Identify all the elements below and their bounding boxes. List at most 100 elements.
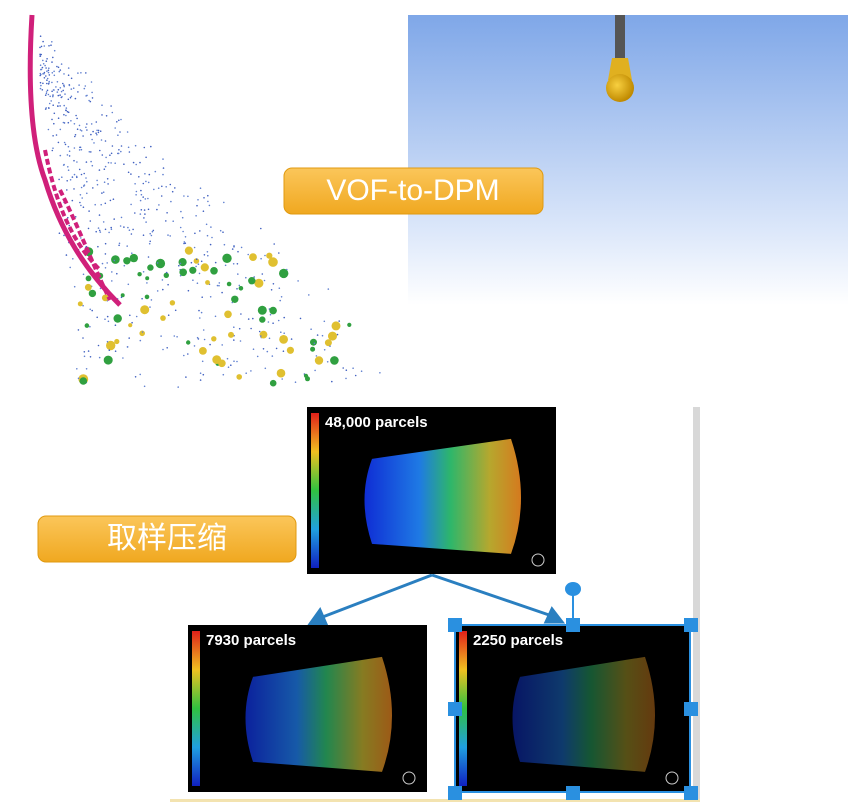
particle — [336, 333, 339, 336]
particle — [252, 317, 254, 320]
particle — [329, 345, 331, 348]
particle — [172, 220, 174, 222]
particle — [48, 80, 50, 83]
particle — [78, 124, 81, 127]
particle — [118, 244, 120, 247]
particle — [53, 70, 55, 73]
particle — [211, 336, 217, 342]
particle — [269, 313, 272, 316]
particle — [70, 120, 72, 122]
particle — [199, 317, 201, 319]
particle — [40, 84, 42, 87]
particle — [183, 241, 186, 243]
particle — [181, 216, 184, 219]
particle — [100, 203, 102, 206]
particle — [92, 187, 94, 189]
particle — [269, 306, 277, 315]
particle — [146, 282, 148, 284]
particle — [74, 216, 77, 218]
particle — [60, 90, 63, 93]
particle — [58, 70, 61, 73]
particle — [160, 195, 163, 197]
particle — [127, 226, 129, 229]
particle — [283, 332, 286, 335]
particle — [57, 66, 60, 69]
particle — [206, 234, 209, 237]
particle — [52, 56, 54, 59]
particle — [160, 315, 166, 321]
particle — [202, 373, 205, 376]
particle — [162, 288, 164, 291]
particle — [103, 181, 106, 183]
particle — [84, 283, 92, 291]
particle — [118, 119, 120, 122]
particle — [224, 310, 232, 319]
particle — [53, 74, 56, 77]
particle — [46, 77, 49, 80]
particle — [48, 74, 51, 76]
arrows — [307, 573, 566, 626]
particle — [73, 285, 76, 288]
spray-fan — [245, 656, 392, 772]
particle — [52, 94, 54, 96]
particle — [130, 173, 132, 175]
particle — [236, 288, 238, 290]
particle — [105, 156, 107, 159]
particle — [119, 131, 121, 133]
particle — [250, 370, 252, 372]
particle — [264, 367, 267, 370]
particle — [127, 171, 130, 174]
particle — [197, 338, 200, 340]
particle — [63, 163, 65, 166]
particle — [150, 145, 152, 148]
particle — [107, 320, 110, 323]
particle — [80, 237, 82, 239]
particle — [51, 149, 54, 152]
particle — [69, 266, 71, 269]
particle — [155, 258, 166, 269]
particle — [139, 339, 142, 342]
axis-triad — [531, 553, 545, 567]
particle — [43, 77, 46, 79]
particle — [123, 264, 126, 267]
particle — [207, 194, 209, 197]
particle — [203, 254, 206, 256]
particle — [139, 330, 145, 337]
particle — [95, 132, 97, 134]
particle — [57, 88, 60, 91]
particle — [199, 347, 207, 355]
particle — [95, 230, 97, 233]
particle — [130, 203, 132, 206]
particle — [85, 161, 88, 163]
particle — [268, 257, 278, 267]
particle — [162, 348, 164, 351]
particle — [278, 252, 280, 254]
particle — [281, 378, 284, 380]
particle — [104, 140, 107, 142]
particle — [201, 296, 203, 299]
particle — [39, 55, 42, 57]
particle — [82, 304, 84, 307]
particle — [126, 346, 129, 348]
particle — [194, 232, 196, 235]
particle — [67, 67, 70, 69]
particle — [111, 111, 114, 114]
particle — [266, 350, 269, 353]
particle — [237, 250, 239, 253]
particle — [152, 229, 155, 232]
particle — [67, 111, 70, 114]
particle — [88, 289, 97, 298]
particle — [150, 299, 153, 301]
particle — [132, 161, 135, 164]
particle — [233, 360, 235, 363]
particle — [161, 279, 164, 281]
particle — [111, 280, 113, 282]
particle — [41, 89, 44, 91]
particle — [268, 337, 271, 340]
particle — [142, 196, 144, 198]
particle — [169, 300, 176, 306]
particle — [47, 128, 50, 131]
particle — [103, 168, 106, 170]
particle — [195, 265, 197, 268]
particle — [98, 356, 101, 359]
